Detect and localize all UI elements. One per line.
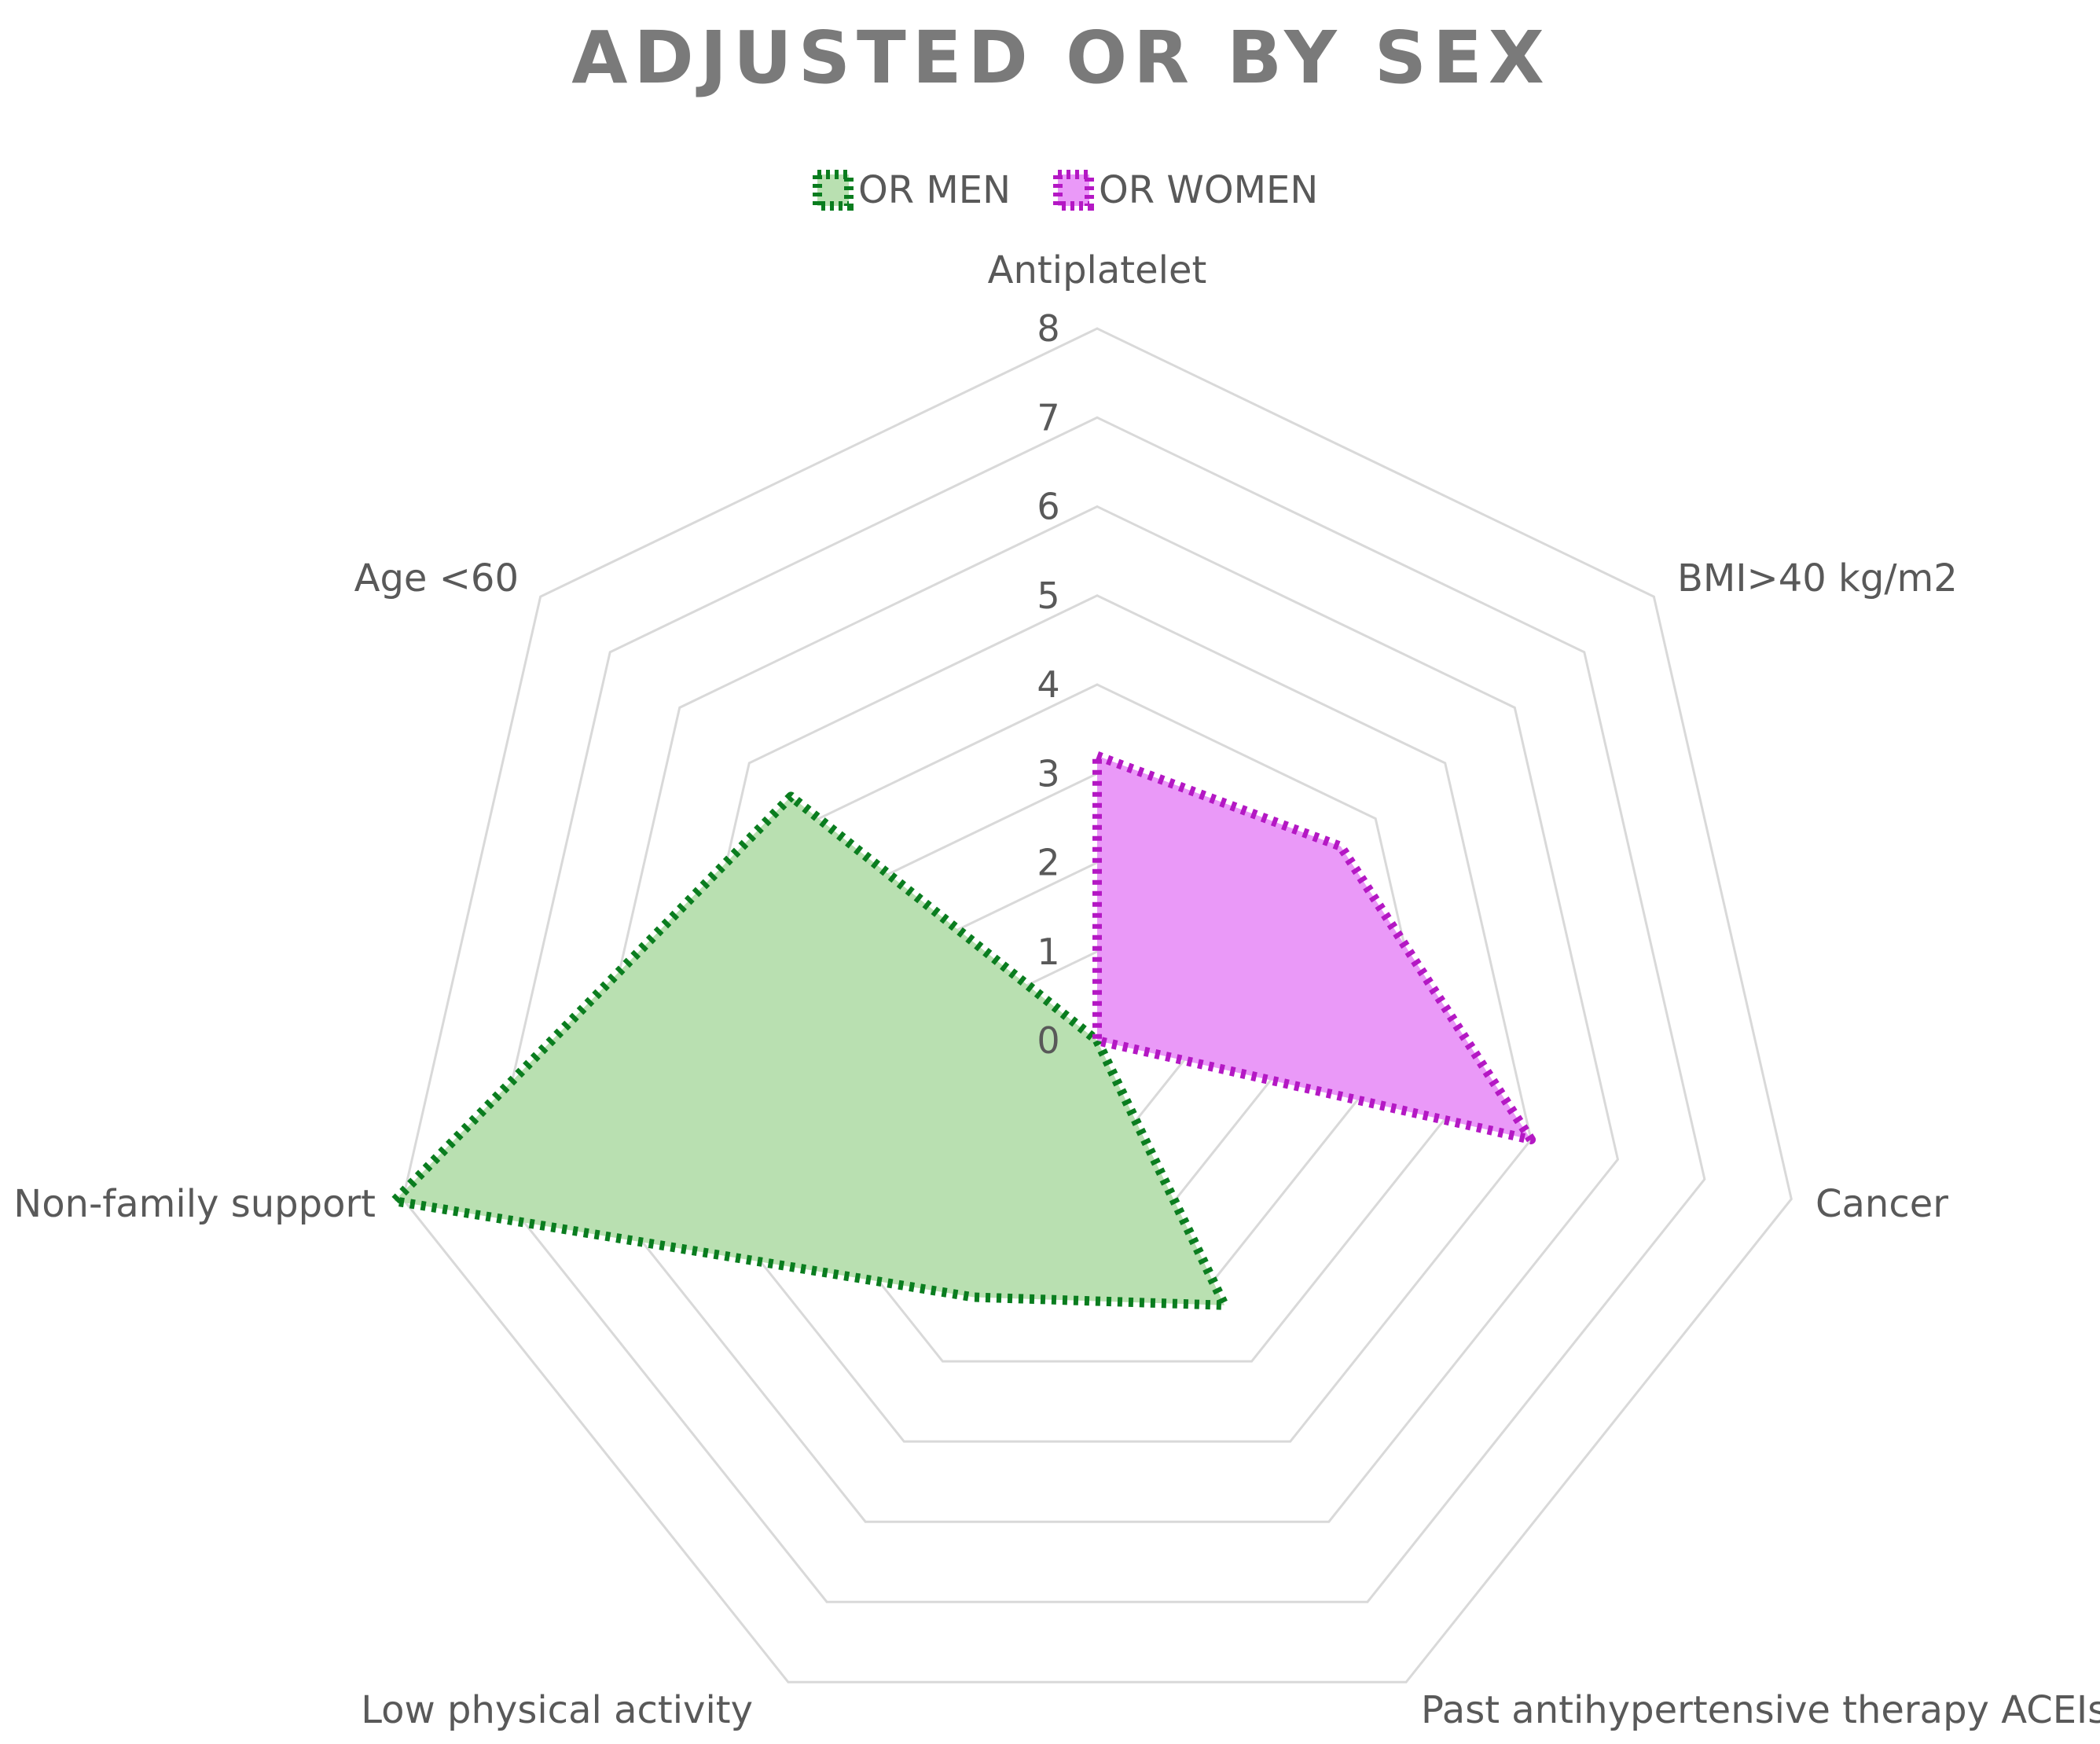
legend-label-women: OR WOMEN: [1099, 168, 1318, 212]
axis-label-1: BMI>40 kg/m2: [1677, 556, 1958, 600]
tick-label-5: 5: [1037, 575, 1059, 617]
tick-label-2: 2: [1037, 842, 1059, 884]
axis-category-labels: Antiplatelet BMI>40 kg/m2 Cancer Past antih…: [13, 248, 2100, 1732]
legend-label-men: OR MEN: [858, 168, 1011, 212]
tick-label-6: 6: [1037, 486, 1059, 528]
radar-series: [389, 751, 1536, 1310]
axis-label-0: Antiplatelet: [988, 248, 1207, 292]
tick-label-1: 1: [1037, 931, 1059, 973]
tick-label-8: 8: [1037, 307, 1059, 350]
grid-ring-6: [575, 505, 1620, 1523]
axis-label-3: Past antihypertensive therapy ACEIs: [1421, 1688, 2100, 1732]
grid-ring-5: [662, 594, 1533, 1443]
axis-label-2: Cancer: [1815, 1182, 1948, 1226]
series-women-area: [1092, 751, 1536, 1145]
tick-label-4: 4: [1037, 663, 1059, 706]
tick-label-7: 7: [1037, 396, 1059, 439]
series-men-area: [389, 791, 1230, 1310]
legend: OR MEN OR WOMEN: [813, 168, 1318, 212]
legend-item-men[interactable]: OR MEN: [813, 168, 1011, 212]
tick-label-0: 0: [1037, 1019, 1059, 1062]
legend-swatch-men: [813, 170, 854, 211]
chart-title: ADJUSTED OR BY SEX: [571, 16, 1551, 100]
axis-label-4: Low physical activity: [361, 1688, 753, 1732]
axis-label-6: Age <60: [354, 556, 519, 600]
grid-ring-8: [402, 327, 1793, 1683]
radial-tick-labels: 0 1 2 3 4 5 6 7 8: [1037, 307, 1059, 1062]
axis-label-5: Non-family support: [13, 1182, 376, 1226]
tick-label-3: 3: [1037, 752, 1059, 795]
legend-swatch-women: [1053, 170, 1094, 211]
grid-ring-7: [488, 416, 1706, 1603]
legend-item-women[interactable]: OR WOMEN: [1053, 168, 1318, 212]
